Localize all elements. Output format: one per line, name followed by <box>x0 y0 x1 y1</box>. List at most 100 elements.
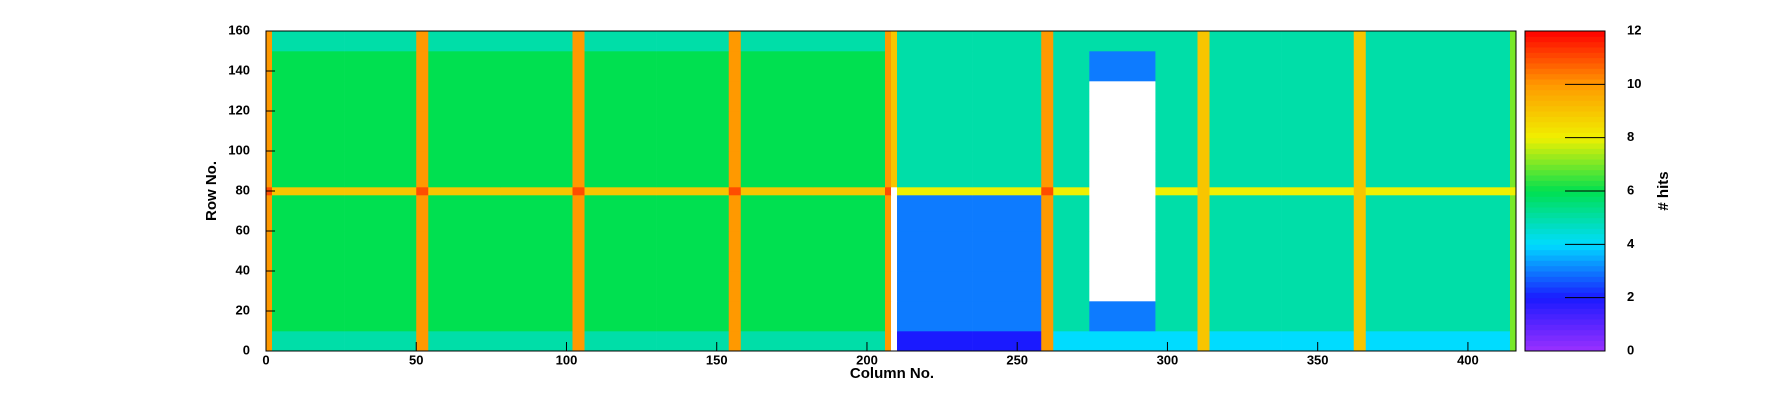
heatmap-cell <box>972 231 1042 272</box>
heatmap-cell <box>572 51 585 82</box>
heatmap-cell <box>1089 271 1156 302</box>
heatmap-cell <box>891 231 898 272</box>
heatmap-cell <box>1365 111 1439 152</box>
heatmap-cell <box>428 111 501 152</box>
heatmap-cell <box>884 331 892 352</box>
colorbar-segment <box>1525 260 1605 267</box>
heatmap-cell <box>972 151 1042 188</box>
heatmap-cell <box>1041 31 1054 52</box>
heatmap-cell <box>897 111 973 152</box>
heatmap-cell <box>500 195 573 232</box>
colorbar-segment <box>1525 143 1605 149</box>
heatmap-cell <box>972 301 1042 332</box>
heatmap-cell <box>1353 331 1367 352</box>
heatmap-cell <box>1041 301 1054 332</box>
heatmap-cell <box>740 331 814 352</box>
colorbar-segment <box>1525 191 1605 197</box>
heatmap-cell <box>572 271 585 302</box>
heatmap-cell <box>428 195 501 232</box>
heatmap-cell <box>572 111 585 152</box>
heatmap-cell <box>656 51 730 82</box>
heatmap-cell <box>500 51 573 82</box>
x-tick-label: 300 <box>1157 352 1179 367</box>
heatmap-cell <box>891 31 898 52</box>
heatmap-cell <box>272 231 345 272</box>
heatmap-cell <box>584 271 657 302</box>
heatmap-cell <box>344 151 417 188</box>
heatmap-cell <box>1509 195 1517 232</box>
heatmap-cell <box>584 51 657 82</box>
heatmap-cell <box>416 231 429 272</box>
heatmap-cell <box>1209 51 1282 82</box>
heatmap-cell <box>728 301 742 332</box>
heatmap-cell <box>1155 111 1198 152</box>
heatmap-cell <box>428 51 501 82</box>
heatmap-cell <box>1197 231 1210 272</box>
heatmap-cell <box>1197 187 1210 196</box>
heatmap-cell <box>572 151 585 188</box>
colorbar-segment <box>1525 73 1605 80</box>
heatmap-cell <box>1089 301 1156 332</box>
heatmap-cell <box>897 271 973 302</box>
colorbar-segment <box>1525 196 1605 203</box>
heatmap-cell <box>428 271 501 302</box>
heatmap-cell <box>1041 187 1054 196</box>
heatmap-cell <box>1437 195 1511 232</box>
colorbar-segment <box>1525 116 1605 123</box>
heatmap-cell <box>1353 151 1367 188</box>
heatmap-cell <box>584 231 657 272</box>
heatmap-cell <box>1041 151 1054 188</box>
heatmap-cell <box>428 231 501 272</box>
heatmap-cell <box>584 151 657 188</box>
heatmap-cell <box>812 111 886 152</box>
heatmap-cell <box>344 51 417 82</box>
heatmap-cell <box>500 331 573 352</box>
heatmap-cell <box>728 111 742 152</box>
colorbar-segment <box>1525 239 1605 245</box>
heatmap-cell <box>1209 111 1282 152</box>
colorbar-segment <box>1525 68 1605 75</box>
colorbar-segment <box>1525 217 1605 224</box>
heatmap-cell <box>1281 301 1355 332</box>
heatmap-cell <box>500 301 573 332</box>
y-tick-label: 120 <box>228 102 250 117</box>
y-tick-label: 60 <box>236 222 250 237</box>
heatmap-cell <box>1053 51 1090 82</box>
colorbar-tick-label: 12 <box>1627 22 1641 37</box>
heatmap-cell <box>1053 151 1090 188</box>
heatmap-cell <box>1089 151 1156 188</box>
heatmap-cell <box>1155 331 1198 352</box>
heatmap-cell <box>812 331 886 352</box>
heatmap-cell <box>1089 187 1156 196</box>
heatmap-cell <box>1281 195 1355 232</box>
heatmap-cell <box>740 301 814 332</box>
heatmap-cell <box>1281 111 1355 152</box>
y-tick-label: 0 <box>243 342 250 357</box>
heatmap-cell <box>572 331 585 352</box>
heatmap-cell <box>1041 195 1054 232</box>
heatmap-cell <box>891 271 898 302</box>
heatmap-cell <box>1197 81 1210 112</box>
colorbar-segment <box>1525 41 1605 48</box>
colorbar-tick-label: 4 <box>1627 236 1635 251</box>
heatmap-cell <box>1509 51 1517 82</box>
heatmap-cell <box>428 301 501 332</box>
heatmap-cell <box>972 271 1042 302</box>
heatmap-cell <box>884 111 892 152</box>
heatmap-cell <box>656 331 730 352</box>
colorbar-segment <box>1525 287 1605 293</box>
heatmap-cell <box>728 195 742 232</box>
heatmap-cell <box>1089 51 1156 82</box>
heatmap-cell <box>1209 271 1282 302</box>
heatmap-cell <box>1155 151 1198 188</box>
heatmap-cell <box>1155 301 1198 332</box>
heatmap-cell <box>1353 31 1367 52</box>
heatmap-cell <box>1281 51 1355 82</box>
heatmap-cell <box>728 331 742 352</box>
colorbar-segment <box>1525 153 1605 160</box>
colorbar-segment <box>1525 164 1605 171</box>
heatmap-cell <box>897 195 973 232</box>
colorbar-segment <box>1525 132 1605 139</box>
heatmap-cell <box>1353 187 1367 196</box>
heatmap-cell <box>266 111 273 152</box>
